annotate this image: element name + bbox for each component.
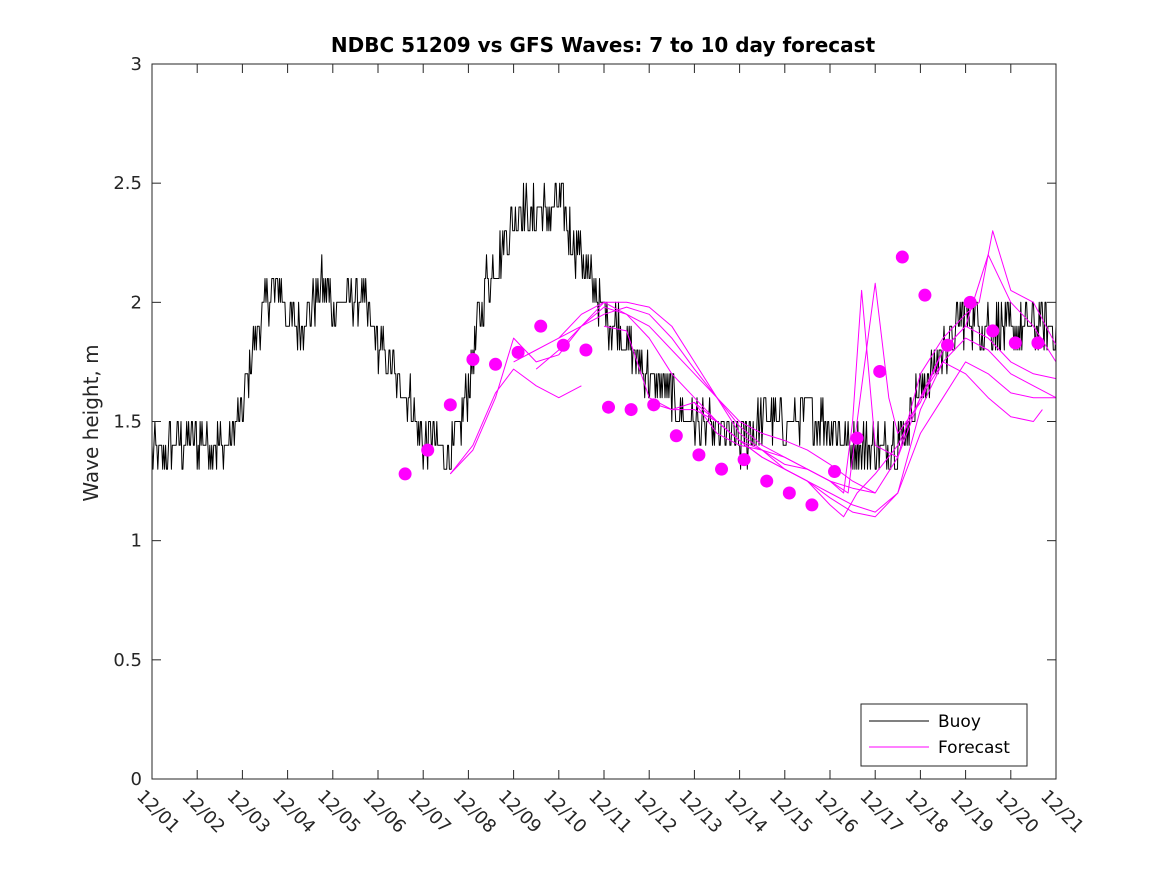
forecast-point <box>443 398 457 412</box>
y-tick-label: 2 <box>131 292 142 313</box>
x-tick-label: 12/07 <box>403 786 455 838</box>
x-tick-label: 12/13 <box>675 786 727 838</box>
x-tick-label: 12/12 <box>629 786 681 838</box>
series-line <box>603 325 1056 513</box>
forecast-point <box>669 429 683 443</box>
y-tick-label: 2.5 <box>113 173 142 194</box>
y-axis-label: Wave height, m <box>79 344 103 501</box>
series-forecast-run-2 <box>449 301 876 494</box>
x-tick-label: 12/17 <box>855 786 907 838</box>
forecast-point <box>737 453 751 467</box>
x-tick-label: 12/18 <box>901 786 953 838</box>
y-tick-label: 0 <box>131 769 142 790</box>
series-forecast-run-1 <box>449 368 582 475</box>
x-tick-label: 12/03 <box>223 786 275 838</box>
forecast-point <box>828 465 842 479</box>
x-tick-label: 12/15 <box>765 786 817 838</box>
y-tick-label: 3 <box>131 54 142 75</box>
forecast-point <box>963 295 977 309</box>
x-tick-label: 12/20 <box>991 786 1043 838</box>
forecast-point <box>918 288 932 302</box>
forecast-point <box>421 443 435 457</box>
forecast-point <box>1008 336 1022 350</box>
x-tick-label: 12/19 <box>946 786 998 838</box>
forecast-point <box>850 431 864 445</box>
x-tick-label: 12/06 <box>358 786 410 838</box>
series-line <box>693 254 1057 494</box>
forecast-point <box>398 467 412 481</box>
series-line <box>449 301 876 494</box>
x-tick-label: 12/14 <box>720 786 772 838</box>
x-tick-label: 12/02 <box>177 786 229 838</box>
forecast-point <box>489 357 503 371</box>
x-tick-label: 12/09 <box>494 786 546 838</box>
forecast-point <box>602 400 616 414</box>
forecast-point <box>534 319 548 333</box>
forecast-point <box>647 398 661 412</box>
forecast-point <box>760 474 774 488</box>
legend-box <box>860 703 1028 767</box>
plot-area <box>152 64 1056 779</box>
legend-label-forecast: Forecast <box>938 738 1010 758</box>
x-tick-label: 12/01 <box>132 786 184 838</box>
chart-title: NDBC 51209 vs GFS Waves: 7 to 10 day for… <box>331 33 876 57</box>
x-tick-label: 12/05 <box>313 786 365 838</box>
x-tick-label: 12/21 <box>1036 786 1088 838</box>
series-line <box>449 368 582 475</box>
forecast-point <box>624 403 638 417</box>
forecast-point <box>692 448 706 462</box>
y-tick-label: 1.5 <box>113 412 142 433</box>
forecast-point <box>941 338 955 352</box>
legend-label-buoy: Buoy <box>938 712 981 732</box>
forecast-point <box>805 498 819 512</box>
y-tick-label: 1 <box>131 531 142 552</box>
forecast-point <box>1031 336 1045 350</box>
legend: Buoy Forecast <box>860 703 1028 767</box>
forecast-point <box>715 462 729 476</box>
forecast-point <box>782 486 796 500</box>
series-forecast-analysis-points <box>398 250 1045 512</box>
forecast-point <box>556 338 570 352</box>
forecast-point <box>895 250 909 264</box>
forecast-point <box>579 343 593 357</box>
plot-background <box>152 64 1056 779</box>
x-tick-label: 12/11 <box>584 786 636 838</box>
forecast-point <box>986 324 1000 338</box>
y-tick-label: 0.5 <box>113 650 142 671</box>
series-forecast-run-6 <box>603 325 1056 513</box>
forecast-point <box>511 345 525 359</box>
x-tick-label: 12/04 <box>268 786 320 838</box>
x-tick-label: 12/16 <box>810 786 862 838</box>
forecast-point <box>466 353 480 367</box>
series-forecast-run-7 <box>649 361 1043 518</box>
forecast-point <box>873 364 887 378</box>
series-forecast-run-8 <box>693 254 1057 494</box>
x-tick-label: 12/08 <box>449 786 501 838</box>
x-tick-label: 12/10 <box>539 786 591 838</box>
series-line <box>649 361 1043 518</box>
series-layer <box>151 182 1057 518</box>
